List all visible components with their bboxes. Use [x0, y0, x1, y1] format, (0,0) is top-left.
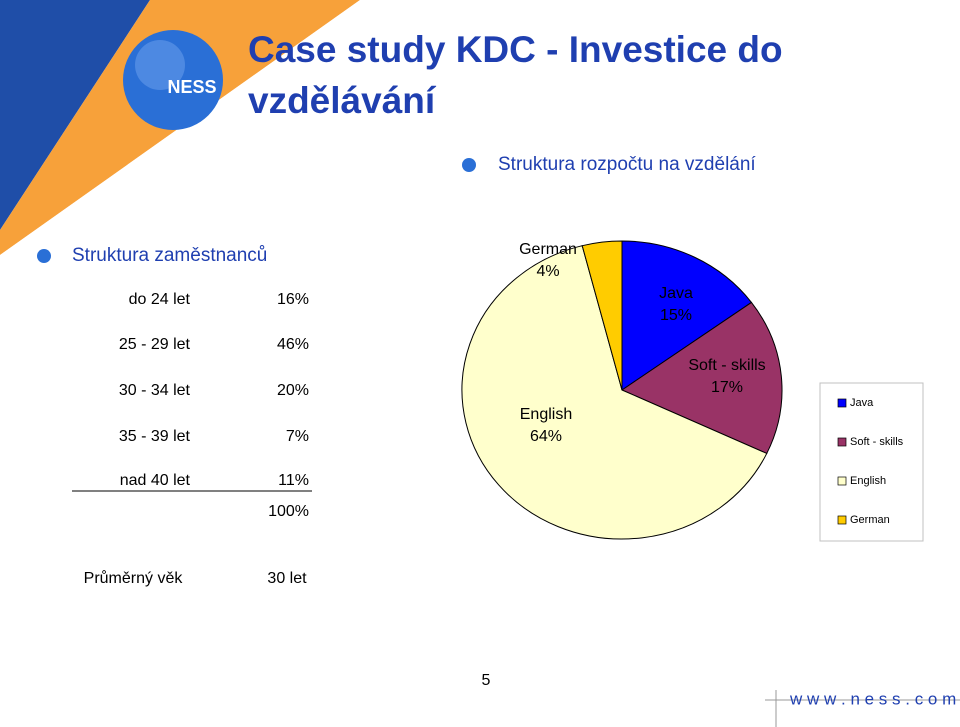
slice-value: 15%: [660, 307, 692, 324]
legend-swatch: [837, 476, 847, 486]
budget-heading: Struktura rozpočtu na vzdělání: [498, 154, 756, 175]
staff-heading: Struktura zaměstnanců: [72, 245, 267, 266]
title-line: Case study KDC - Investice do: [248, 29, 783, 70]
row-label: 25 - 29 let: [119, 336, 191, 353]
legend-box: [819, 382, 924, 542]
bullet: [462, 158, 476, 172]
legend-swatch: [837, 398, 847, 408]
pie-slice: [581, 240, 623, 391]
slice-value: 17%: [711, 379, 743, 396]
slice-value: 4%: [536, 263, 559, 280]
legend-label: Soft - skills: [850, 436, 904, 448]
average-value: 30 let: [267, 570, 307, 587]
row-value: 20%: [277, 382, 309, 399]
legend-swatch: [837, 437, 847, 447]
legend-label: German: [850, 514, 890, 526]
pie-slice: [461, 245, 768, 540]
footer-url: w w w . n e s s . c o m: [789, 689, 956, 708]
slice-value: 64%: [530, 428, 562, 445]
page-number: 5: [482, 672, 491, 689]
pie-slice: [620, 301, 783, 455]
slice-name: Java: [659, 285, 693, 302]
row-label: 30 - 34 let: [119, 382, 191, 399]
legend-label: English: [850, 475, 886, 487]
slice-name: English: [520, 406, 572, 423]
row-value: 46%: [277, 336, 309, 353]
legend-swatch: [837, 515, 847, 525]
table-total: 100%: [268, 503, 309, 520]
row-label: nad 40 let: [120, 472, 191, 489]
bullet: [37, 249, 51, 263]
logo-shine: [135, 40, 185, 90]
slice-name: Soft - skills: [688, 357, 765, 374]
average-label: Průměrný věk: [84, 569, 184, 587]
row-value: 16%: [277, 291, 309, 308]
legend-label: Java: [850, 397, 874, 409]
logo-text: NESS: [167, 77, 216, 97]
row-label: 35 - 39 let: [119, 428, 191, 445]
slice-name: German: [519, 241, 577, 258]
swoosh-white: [0, 0, 372, 262]
row-value: 7%: [286, 428, 309, 445]
row-value: 11%: [278, 472, 309, 489]
pie-slice: [621, 240, 753, 391]
row-label: do 24 let: [129, 291, 191, 308]
title-line: vzdělávání: [248, 80, 437, 121]
